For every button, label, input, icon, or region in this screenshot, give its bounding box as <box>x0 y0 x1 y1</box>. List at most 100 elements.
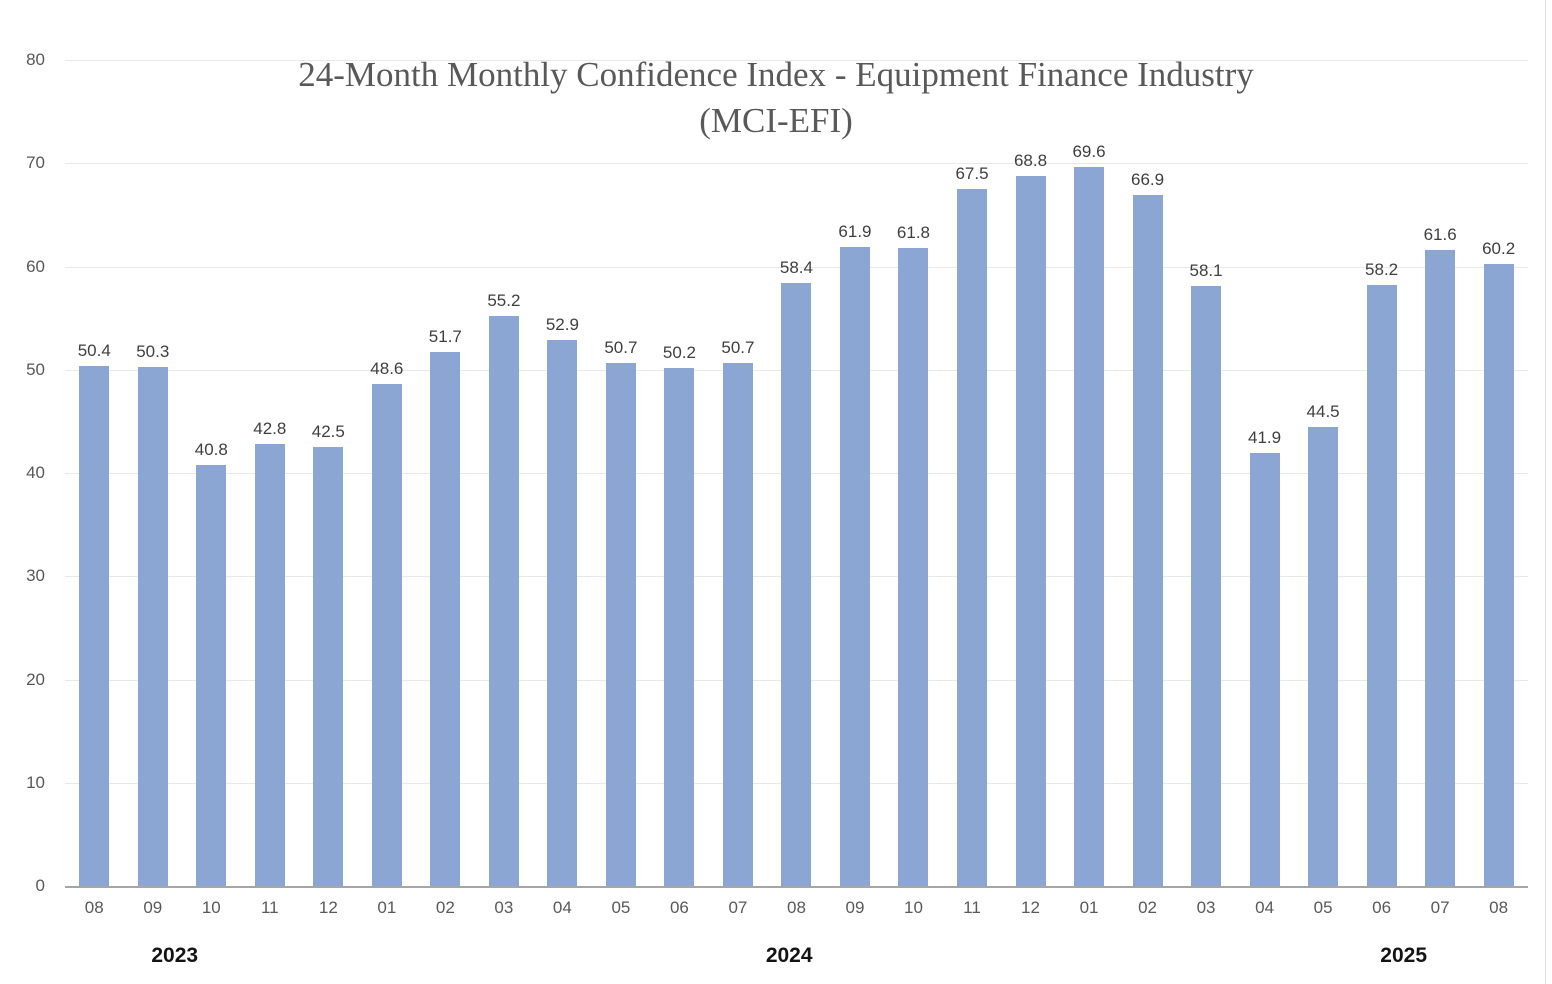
bar-2024-04 <box>547 339 578 886</box>
bar-2024-07 <box>722 362 753 886</box>
bar-value-label-2024-07: 50.7 <box>721 337 755 357</box>
bar-2024-03 <box>488 316 519 886</box>
x-tick-2024-02: 02 <box>435 898 455 917</box>
x-tick-2025-05: 05 <box>1313 898 1333 917</box>
bar-value-label-2025-01: 69.6 <box>1072 142 1106 162</box>
x-tick-2025-07: 07 <box>1430 898 1450 917</box>
bar-2023-12 <box>313 447 344 886</box>
y-tick-80: 80 <box>26 50 45 69</box>
bar-value-label-2025-07: 61.6 <box>1423 224 1457 244</box>
y-tick-0: 0 <box>35 876 45 895</box>
year-label-2023: 2023 <box>151 944 199 967</box>
x-tick-2023-09: 09 <box>143 898 163 917</box>
bar-slot-2025-04: 41.9 <box>1235 60 1294 886</box>
bar-value-label-2023-11: 42.8 <box>253 419 287 439</box>
bar-2024-01 <box>371 384 402 886</box>
bar-value-label-2025-04: 41.9 <box>1248 428 1282 448</box>
bar-2024-12 <box>1015 175 1046 886</box>
y-tick-60: 60 <box>26 256 45 276</box>
x-tick-2023-12: 12 <box>318 898 338 917</box>
bar-2024-11 <box>956 189 987 886</box>
x-tick-2025-06: 06 <box>1372 898 1392 917</box>
bar-slot-2025-01: 69.6 <box>1060 60 1119 886</box>
bar-slot-2024-07: 50.7 <box>709 60 768 886</box>
bar-slot-2024-03: 55.2 <box>475 60 534 886</box>
plot-area: 50.4 50.3 40.8 42.8 42.5 48.6 51.7 55.2 52.9 50.7… <box>65 60 1528 888</box>
x-tick-2024-10: 10 <box>904 898 923 917</box>
x-tick-2024-05: 05 <box>611 898 631 917</box>
bar-2023-11 <box>254 444 285 886</box>
x-tick-2024-12: 12 <box>1021 898 1040 917</box>
y-axis: 0 10 20 30 40 50 60 70 80 <box>0 0 47 984</box>
bar-value-label-2024-10: 61.8 <box>896 222 931 242</box>
bar-slot-2024-08: 58.4 <box>767 60 826 886</box>
x-tick-2025-08: 08 <box>1489 898 1509 917</box>
bar-slot-2024-04: 52.9 <box>533 60 592 886</box>
x-tick-2025-03: 03 <box>1196 898 1216 917</box>
bar-value-label-2024-11: 67.5 <box>955 164 989 184</box>
x-tick-2024-03: 03 <box>494 898 514 917</box>
year-axis: 2023 2024 2025 <box>65 944 1528 974</box>
bar-2025-07 <box>1425 249 1456 886</box>
bar-value-label-2023-09: 50.3 <box>136 341 170 361</box>
x-tick-2024-09: 09 <box>845 898 865 917</box>
bar-slot-2023-11: 42.8 <box>241 60 300 886</box>
x-tick-2023-11: 11 <box>260 898 279 917</box>
bar-slot-2025-03: 58.1 <box>1177 60 1236 886</box>
year-label-2025: 2025 <box>1380 944 1427 967</box>
bar-2024-05 <box>605 362 636 886</box>
x-tick-2024-01: 01 <box>377 898 397 917</box>
x-tick-2025-02: 02 <box>1138 898 1157 917</box>
bar-value-label-2024-09: 61.9 <box>838 221 872 241</box>
bar-slot-2023-10: 40.8 <box>182 60 241 886</box>
bar-value-label-2023-10: 40.8 <box>194 439 228 459</box>
bar-slot-2023-08: 50.4 <box>65 60 124 886</box>
bar-slot-2025-05: 44.5 <box>1294 60 1353 886</box>
bar-slot-2025-06: 58.2 <box>1352 60 1411 886</box>
bar-slot-2024-09: 61.9 <box>826 60 885 886</box>
y-tick-50: 50 <box>26 359 45 379</box>
bar-slot-2025-07: 61.6 <box>1411 60 1470 886</box>
bar-value-label-2025-03: 58.1 <box>1189 261 1223 281</box>
bar-slot-2023-12: 42.5 <box>299 60 358 886</box>
bar-value-label-2025-08: 60.2 <box>1482 239 1516 259</box>
bar-value-label-2024-01: 48.6 <box>370 359 404 379</box>
bar-value-label-2024-03: 55.2 <box>487 291 521 311</box>
x-tick-2024-04: 04 <box>552 898 572 917</box>
bar-value-label-2025-06: 58.2 <box>1365 260 1399 280</box>
bar-value-label-2024-04: 52.9 <box>545 314 579 334</box>
x-axis: 08 09 10 11 12 01 02 03 04 05 06 07 08 09 10 11 12 01 02 03… <box>65 898 1528 918</box>
bar-value-label-2024-06: 50.2 <box>662 342 696 362</box>
bar-2025-03 <box>1191 286 1222 886</box>
bar-slot-2024-11: 67.5 <box>943 60 1002 886</box>
gridline-60 <box>65 266 1528 268</box>
y-tick-30: 30 <box>26 566 45 586</box>
x-tick-2024-07: 07 <box>728 898 748 917</box>
bar-2024-02 <box>430 352 461 886</box>
bar-slot-2024-12: 68.8 <box>1001 60 1060 886</box>
bar-slot-2024-02: 51.7 <box>416 60 475 886</box>
bar-value-label-2024-08: 58.4 <box>779 258 813 278</box>
bar-value-label-2025-02: 66.9 <box>1130 170 1165 190</box>
bar-value-label-2024-05: 50.7 <box>604 337 638 357</box>
bar-slot-2024-06: 50.2 <box>650 60 709 886</box>
bar-2024-08 <box>781 283 812 886</box>
y-tick-40: 40 <box>26 463 45 482</box>
x-tick-2024-06: 06 <box>669 898 689 917</box>
bar-value-label-2024-12: 68.8 <box>1013 150 1048 170</box>
bar-2024-09 <box>839 246 870 886</box>
bar-slot-2023-09: 50.3 <box>124 60 183 886</box>
x-tick-2024-11: 11 <box>963 898 981 917</box>
bar-2024-10 <box>898 247 929 886</box>
bar-2025-01 <box>1074 167 1105 886</box>
bar-slot-2024-10: 61.8 <box>884 60 943 886</box>
gridline-70 <box>65 163 1528 165</box>
bar-slot-2025-08: 60.2 <box>1469 60 1528 886</box>
gridline-80 <box>65 60 1528 61</box>
x-tick-2025-04: 04 <box>1255 898 1275 917</box>
bar-2023-08 <box>79 365 110 886</box>
x-tick-2024-08: 08 <box>786 898 806 917</box>
bar-slot-2024-05: 50.7 <box>592 60 651 886</box>
bars-row: 50.4 50.3 40.8 42.8 42.5 48.6 51.7 55.2 52.9 50.7… <box>65 60 1528 886</box>
